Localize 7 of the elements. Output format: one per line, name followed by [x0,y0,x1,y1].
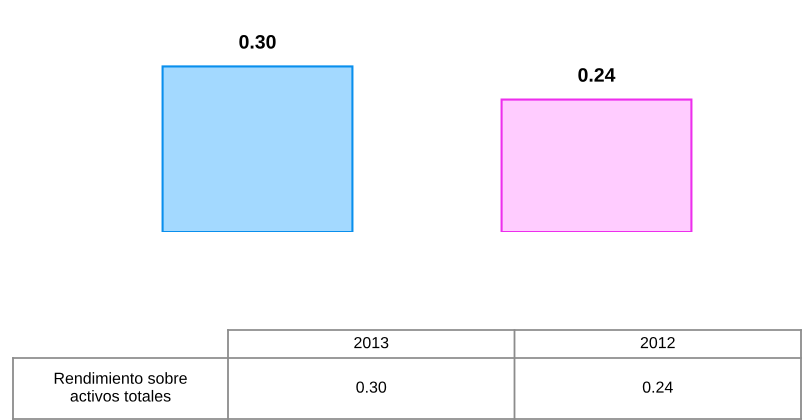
data-label: 0.30 [356,381,386,393]
x-tick-label: 2013 [354,336,388,348]
text: 0.30 [239,34,276,49]
text: 0.24 [578,68,616,82]
data-label: 0.24 [642,381,673,393]
text: Rendimiento sobre activos totales [54,372,187,402]
x-tick-label: 2012 [640,336,675,348]
